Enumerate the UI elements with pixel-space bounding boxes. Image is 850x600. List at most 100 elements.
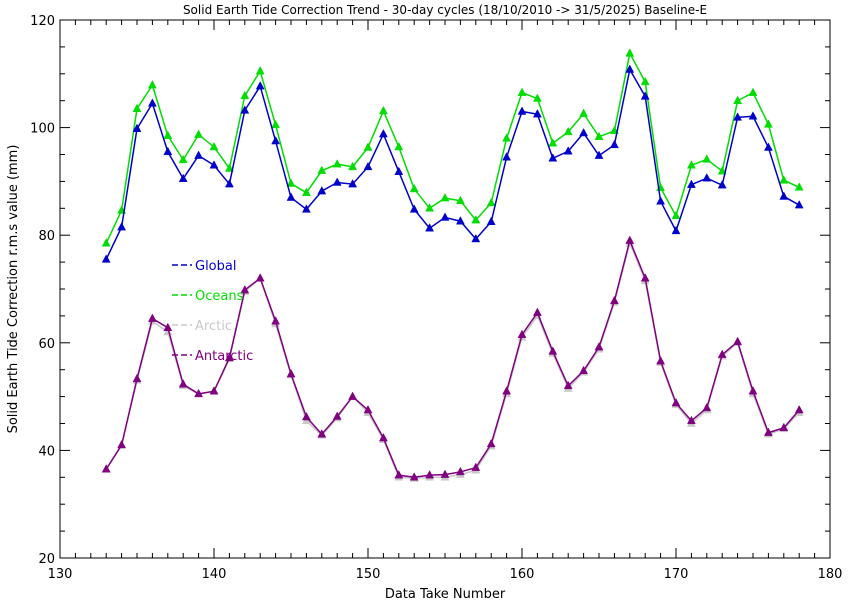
data-point-oceans bbox=[409, 183, 419, 193]
data-point-global bbox=[425, 223, 435, 232]
data-point-antarctic bbox=[733, 336, 743, 345]
data-point-global bbox=[317, 186, 327, 195]
data-point-oceans bbox=[163, 130, 173, 139]
data-point-oceans bbox=[363, 142, 373, 151]
data-point-oceans bbox=[301, 187, 311, 196]
data-point-oceans bbox=[717, 166, 727, 175]
data-point-antarctic bbox=[224, 352, 234, 362]
data-point-antarctic bbox=[594, 342, 604, 351]
data-point-oceans bbox=[147, 80, 157, 89]
data-point-global bbox=[332, 177, 342, 186]
y-tick-label: 20 bbox=[38, 552, 55, 567]
data-point-antarctic bbox=[748, 386, 758, 395]
data-point-oceans bbox=[209, 141, 219, 151]
data-point-global bbox=[194, 150, 204, 159]
data-point-global bbox=[779, 191, 789, 200]
data-point-antarctic bbox=[471, 462, 481, 471]
data-point-oceans bbox=[733, 95, 743, 104]
data-point-oceans bbox=[702, 154, 712, 163]
data-point-global bbox=[686, 179, 696, 188]
data-point-antarctic bbox=[517, 329, 527, 338]
data-point-global bbox=[794, 200, 804, 209]
series-global bbox=[101, 64, 804, 263]
data-point-global bbox=[609, 139, 619, 149]
data-point-oceans bbox=[455, 195, 465, 205]
data-point-oceans bbox=[625, 48, 635, 57]
series-line-global bbox=[105, 67, 800, 260]
series-line-oceans bbox=[105, 51, 800, 244]
data-point-global bbox=[301, 204, 311, 213]
data-point-oceans bbox=[194, 129, 204, 138]
legend-item-antarctic: Antarctic bbox=[172, 349, 253, 364]
data-point-global bbox=[440, 212, 450, 221]
y-tick-label: 100 bbox=[30, 122, 55, 137]
x-tick-label: 170 bbox=[664, 567, 689, 582]
data-point-antarctic bbox=[671, 398, 681, 407]
data-point-oceans bbox=[579, 108, 589, 117]
data-point-global bbox=[656, 196, 666, 205]
data-point-antarctic bbox=[163, 322, 173, 331]
data-point-global bbox=[255, 81, 265, 90]
x-tick-label: 130 bbox=[48, 567, 73, 582]
data-point-antarctic bbox=[579, 365, 589, 375]
data-point-global bbox=[132, 123, 142, 132]
data-point-antarctic bbox=[271, 316, 281, 325]
y-axis: 20 40 60 80 100 120 bbox=[30, 14, 830, 567]
data-point-global bbox=[748, 111, 758, 120]
data-point-oceans bbox=[532, 93, 542, 102]
data-point-antarctic bbox=[440, 469, 450, 478]
y-tick-label: 120 bbox=[30, 14, 55, 29]
data-point-oceans bbox=[132, 103, 142, 113]
data-point-global bbox=[348, 179, 358, 188]
legend: Global Oceans Arctic Antarctic bbox=[172, 259, 253, 364]
data-point-global bbox=[409, 204, 419, 213]
y-tick-label: 60 bbox=[38, 337, 55, 352]
data-point-antarctic bbox=[332, 411, 342, 420]
data-point-global bbox=[671, 225, 681, 235]
data-point-antarctic bbox=[502, 386, 512, 395]
data-point-antarctic bbox=[363, 405, 373, 414]
data-point-global bbox=[147, 98, 157, 107]
data-point-oceans bbox=[286, 178, 296, 187]
legend-label: Oceans bbox=[195, 289, 244, 304]
data-point-antarctic bbox=[101, 464, 111, 473]
data-point-oceans bbox=[640, 76, 650, 86]
data-point-global bbox=[517, 106, 527, 115]
data-point-global bbox=[363, 161, 373, 171]
data-point-global bbox=[394, 166, 404, 175]
series-layer bbox=[101, 48, 804, 482]
data-point-antarctic bbox=[286, 368, 296, 378]
x-axis: 130 140 150 160 170 180 bbox=[48, 20, 842, 582]
data-point-oceans bbox=[763, 119, 773, 128]
x-axis-title: Data Take Number bbox=[385, 587, 506, 600]
data-point-oceans bbox=[378, 105, 388, 115]
data-point-global bbox=[563, 146, 573, 155]
series-antarctic bbox=[101, 235, 804, 481]
y-axis-title: Solid Earth Tide Correction r.m.s value … bbox=[6, 145, 21, 434]
data-point-global bbox=[702, 173, 712, 182]
data-point-oceans bbox=[671, 210, 681, 220]
data-point-global bbox=[625, 64, 635, 73]
legend-item-oceans: Oceans bbox=[172, 289, 244, 304]
data-point-antarctic bbox=[317, 429, 327, 438]
data-point-oceans bbox=[502, 133, 512, 142]
data-point-oceans bbox=[563, 126, 573, 136]
data-point-oceans bbox=[332, 159, 342, 168]
data-point-oceans bbox=[178, 154, 188, 164]
data-point-global bbox=[502, 152, 512, 161]
data-point-oceans bbox=[548, 138, 558, 147]
data-point-oceans bbox=[748, 87, 758, 96]
data-point-oceans bbox=[517, 87, 527, 96]
data-point-oceans bbox=[394, 141, 404, 151]
data-point-global bbox=[455, 216, 465, 225]
data-point-antarctic bbox=[301, 412, 311, 421]
data-point-global bbox=[763, 142, 773, 151]
data-point-antarctic bbox=[609, 295, 619, 305]
data-point-global bbox=[224, 179, 234, 188]
y-tick-label: 80 bbox=[38, 229, 55, 244]
legend-item-arctic: Arctic bbox=[172, 319, 232, 334]
data-point-antarctic bbox=[455, 466, 465, 476]
data-point-antarctic bbox=[117, 439, 127, 449]
data-point-antarctic bbox=[779, 422, 789, 432]
